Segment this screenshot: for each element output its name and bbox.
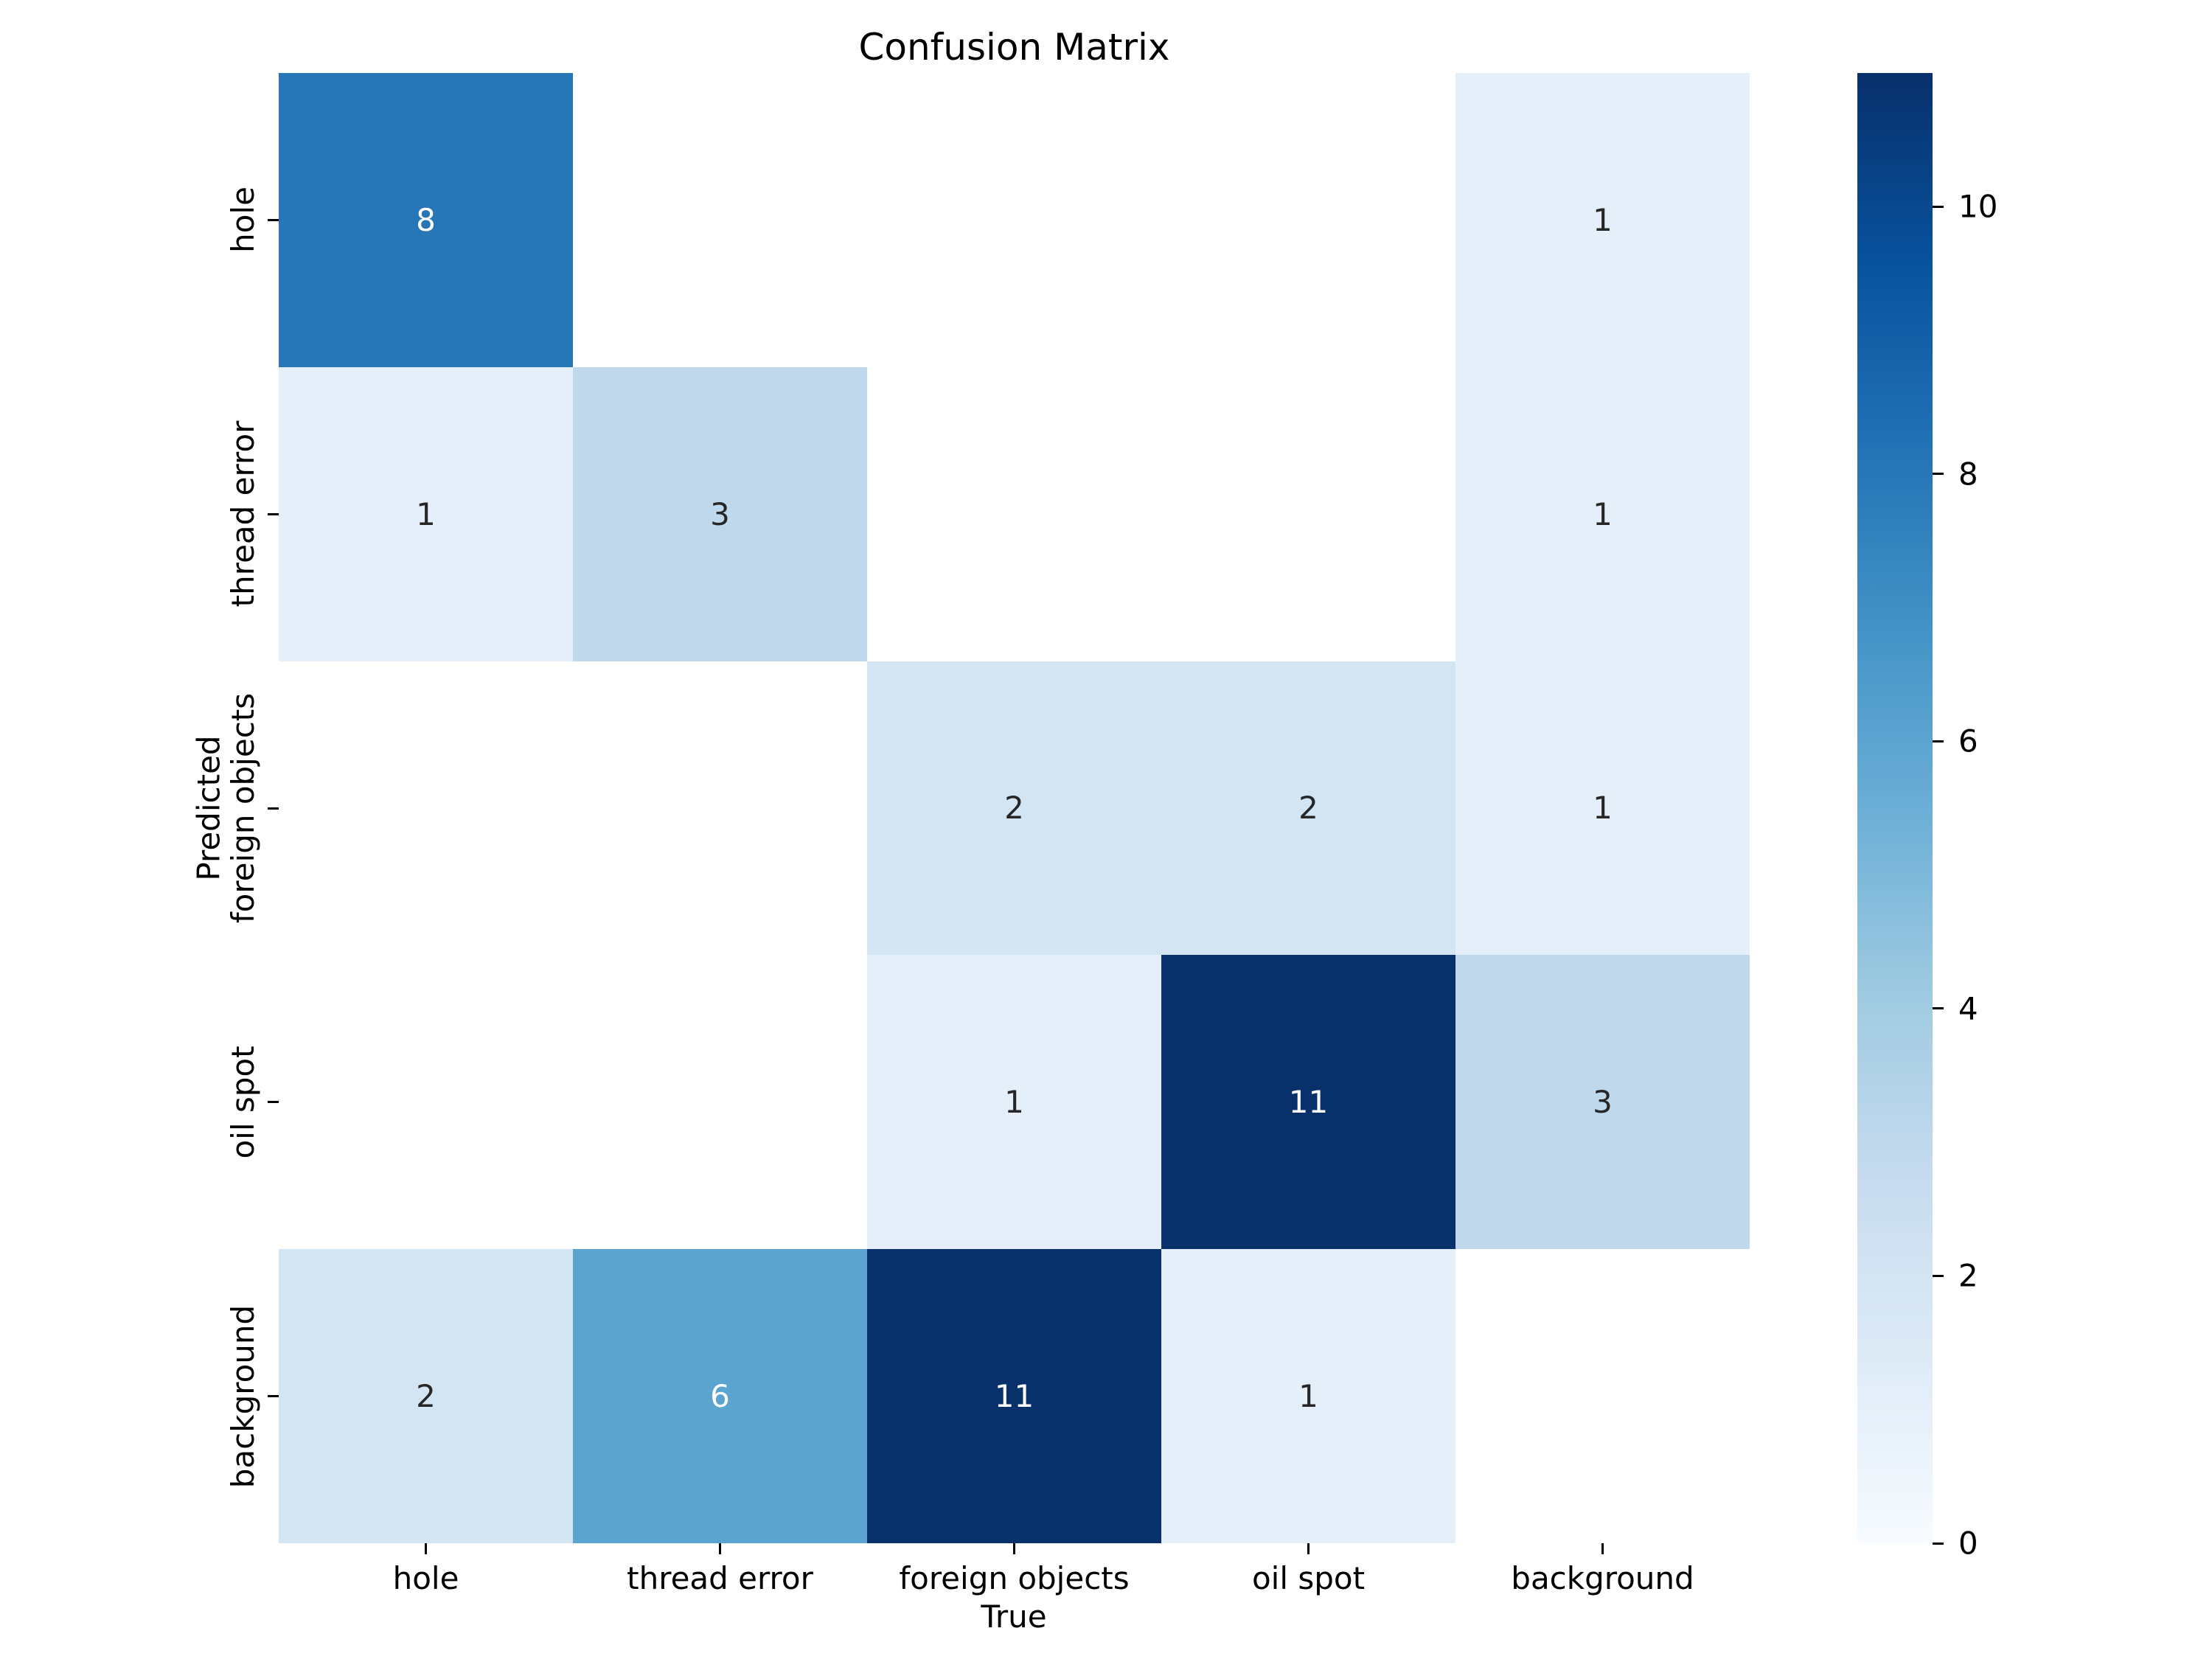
colorbar-tick-label-6: 6	[1958, 723, 1978, 759]
colorbar-tick-mark	[1933, 205, 1944, 208]
y-tick-mark	[268, 218, 279, 221]
x-tick-mark	[1013, 1543, 1015, 1554]
y-tick-mark	[268, 512, 279, 515]
matrix-cell-background-hole: 2	[279, 1249, 573, 1543]
colorbar-tick-label-8: 8	[1958, 456, 1978, 493]
x-tick-mark	[719, 1543, 721, 1554]
matrix-cell-hole-oil-spot	[1161, 73, 1455, 367]
matrix-cell-foreign-objects-hole	[279, 661, 573, 956]
matrix-cell-hole-background: 1	[1455, 73, 1750, 367]
matrix-cell-thread-error-oil-spot	[1161, 366, 1455, 661]
y-tick-mark	[268, 1395, 279, 1398]
matrix-cell-foreign-objects-thread-error	[573, 661, 867, 956]
chart-title: Confusion Matrix	[858, 26, 1170, 69]
matrix-cell-background-foreign-objects: 11	[867, 1249, 1161, 1543]
colorbar-tick-mark	[1933, 1007, 1944, 1010]
matrix-cell-oil-spot-hole	[279, 955, 573, 1250]
matrix-cell-background-background	[1455, 1249, 1750, 1543]
x-tick-label-thread-error: thread error	[627, 1560, 813, 1596]
matrix-cell-oil-spot-foreign-objects: 1	[867, 955, 1161, 1250]
x-tick-label-foreign-objects: foreign objects	[899, 1560, 1130, 1596]
y-tick-mark	[268, 1101, 279, 1104]
x-tick-label-hole: hole	[392, 1560, 459, 1596]
y-tick-label-hole: hole	[225, 187, 261, 254]
colorbar-tick-label-2: 2	[1958, 1257, 1978, 1294]
x-tick-mark	[1601, 1543, 1604, 1554]
heatmap-grid: 8 1 1 3 1 2 2 1 1 11 3 2 6 11 1	[279, 73, 1750, 1543]
x-tick-mark	[425, 1543, 427, 1554]
colorbar-tick-mark	[1933, 740, 1944, 742]
y-tick-mark	[268, 807, 279, 810]
x-tick-mark	[1307, 1543, 1310, 1554]
y-tick-label-foreign-objects: foreign objects	[225, 692, 261, 924]
x-tick-label-background: background	[1511, 1560, 1694, 1596]
y-axis-title: Predicted	[190, 735, 227, 881]
matrix-cell-background-oil-spot: 1	[1161, 1249, 1455, 1543]
colorbar	[1857, 73, 1933, 1543]
colorbar-tick-mark	[1933, 473, 1944, 476]
matrix-cell-oil-spot-background: 3	[1455, 955, 1750, 1250]
colorbar-tick-mark	[1933, 1274, 1944, 1277]
y-tick-label-background: background	[225, 1304, 261, 1488]
matrix-cell-foreign-objects-foreign-objects: 2	[867, 661, 1161, 956]
matrix-cell-thread-error-thread-error: 3	[573, 366, 867, 661]
x-axis-title: True	[981, 1599, 1047, 1635]
matrix-cell-oil-spot-thread-error	[573, 955, 867, 1250]
matrix-cell-thread-error-foreign-objects	[867, 366, 1161, 661]
colorbar-tick-label-4: 4	[1958, 990, 1978, 1027]
matrix-cell-foreign-objects-oil-spot: 2	[1161, 661, 1455, 956]
matrix-cell-hole-thread-error	[573, 73, 867, 367]
colorbar-tick-mark	[1933, 1542, 1944, 1545]
matrix-cell-hole-hole: 8	[279, 73, 573, 367]
matrix-cell-foreign-objects-background: 1	[1455, 661, 1750, 956]
y-tick-label-oil-spot: oil spot	[225, 1046, 261, 1159]
matrix-cell-background-thread-error: 6	[573, 1249, 867, 1543]
colorbar-tick-label-10: 10	[1958, 188, 1998, 225]
colorbar-tick-label-0: 0	[1958, 1525, 1978, 1562]
matrix-cell-oil-spot-oil-spot: 11	[1161, 955, 1455, 1250]
matrix-cell-thread-error-background: 1	[1455, 366, 1750, 661]
y-tick-label-thread-error: thread error	[225, 420, 261, 608]
matrix-cell-thread-error-hole: 1	[279, 366, 573, 661]
matrix-cell-hole-foreign-objects	[867, 73, 1161, 367]
x-tick-label-oil-spot: oil spot	[1251, 1560, 1366, 1596]
